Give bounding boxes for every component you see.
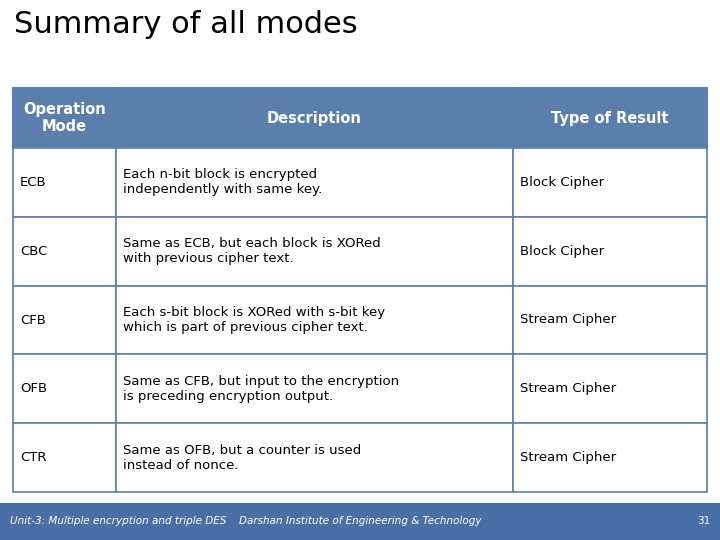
Text: 31: 31	[697, 516, 710, 526]
Text: Each s-bit block is XORed with s-bit key
which is part of previous cipher text.: Each s-bit block is XORed with s-bit key…	[122, 306, 384, 334]
Bar	[13, 88, 116, 148]
Bar	[13, 217, 116, 286]
Text: Same as CFB, but input to the encryption
is preceding encryption output.: Same as CFB, but input to the encryption…	[122, 375, 399, 403]
Text: Stream Cipher: Stream Cipher	[520, 314, 616, 327]
Text: CTR: CTR	[20, 451, 47, 464]
Text: Same as OFB, but a counter is used
instead of nonce.: Same as OFB, but a counter is used inste…	[122, 443, 361, 471]
Bar	[13, 148, 116, 217]
Text: Stream Cipher: Stream Cipher	[520, 382, 616, 395]
Bar	[13, 423, 116, 492]
Bar	[513, 217, 707, 286]
Bar	[513, 423, 707, 492]
Bar	[513, 148, 707, 217]
Text: Description: Description	[266, 111, 361, 125]
Text: CFB: CFB	[20, 314, 46, 327]
Bar	[116, 286, 513, 354]
Text: Each n-bit block is encrypted
independently with same key.: Each n-bit block is encrypted independen…	[122, 168, 322, 197]
Text: ECB: ECB	[20, 176, 47, 189]
Text: Unit-3: Multiple encryption and triple DES: Unit-3: Multiple encryption and triple D…	[10, 516, 226, 526]
Text: Same as ECB, but each block is XORed
with previous cipher text.: Same as ECB, but each block is XORed wit…	[122, 237, 380, 265]
Text: Block Cipher: Block Cipher	[520, 176, 604, 189]
Text: OFB: OFB	[20, 382, 47, 395]
Bar	[116, 88, 513, 148]
Text: CBC: CBC	[20, 245, 48, 258]
Bar	[116, 148, 513, 217]
Bar	[116, 423, 513, 492]
Bar	[116, 217, 513, 286]
Text: Stream Cipher: Stream Cipher	[520, 451, 616, 464]
Text: Type of Result: Type of Result	[551, 111, 669, 125]
Text: Summary of all modes: Summary of all modes	[14, 10, 358, 39]
Bar	[513, 354, 707, 423]
Text: Block Cipher: Block Cipher	[520, 245, 604, 258]
Bar	[13, 286, 116, 354]
Bar	[13, 354, 116, 423]
Bar	[116, 354, 513, 423]
Bar	[513, 286, 707, 354]
Text: Darshan Institute of Engineering & Technology: Darshan Institute of Engineering & Techn…	[239, 516, 481, 526]
Bar	[513, 88, 707, 148]
Text: Operation
Mode: Operation Mode	[23, 102, 106, 134]
Bar	[0, 503, 720, 540]
